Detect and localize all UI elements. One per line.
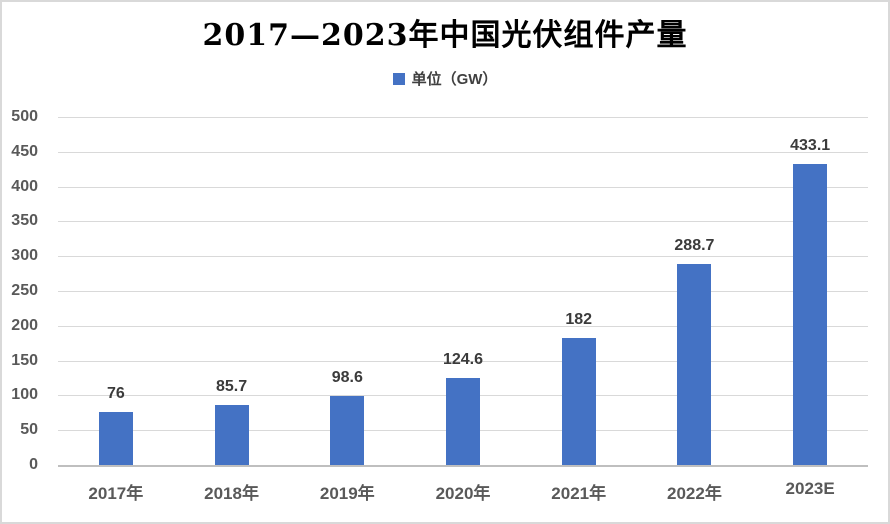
bar-value-label: 85.7 (215, 378, 248, 396)
y-tick-label: 400 (11, 177, 38, 195)
plot-area: 0 50 100 150 200 250 300 350 400 450 500 76 2017年 85.… (11, 108, 868, 503)
gridline (58, 117, 868, 118)
bar-value-label: 182 (565, 311, 593, 329)
bar (446, 378, 480, 465)
bar (677, 264, 712, 465)
x-tick-label: 2020年 (435, 484, 491, 503)
legend-label: 单位（GW） (411, 71, 498, 88)
x-tick-label: 2022年 (667, 484, 722, 503)
x-tick-label: 2021年 (551, 484, 607, 503)
y-tick-label: 300 (11, 247, 38, 265)
chart-title: 2017—2023年中国光伏组件产量 (202, 18, 688, 53)
legend: 单位（GW） (2, 68, 888, 89)
y-tick-label: 450 (11, 142, 38, 160)
y-tick-label: 150 (11, 351, 38, 369)
bar (330, 396, 365, 465)
gridline (58, 325, 868, 327)
bar-value-label: 124.6 (442, 351, 484, 369)
y-tick-label: 250 (11, 282, 38, 299)
gridline (58, 221, 868, 223)
y-tick-label: 200 (11, 316, 38, 334)
bar-value-label: 76 (106, 385, 125, 403)
bar-value-label: 288.7 (674, 237, 715, 255)
bar-value-label: 98.6 (331, 369, 363, 387)
x-tick-label: 2019年 (319, 484, 375, 503)
gridline (58, 291, 868, 292)
x-axis-line (58, 465, 868, 467)
x-tick-label: 2017年 (88, 484, 144, 503)
y-tick-label: 100 (11, 386, 38, 404)
gridline (58, 186, 868, 188)
legend-swatch-icon (392, 72, 405, 85)
y-tick-label: 50 (20, 421, 38, 439)
bar (98, 412, 133, 465)
gridline (58, 151, 868, 153)
x-tick-label: 2018年 (204, 484, 259, 503)
bar-value-label: 433.1 (790, 136, 831, 154)
y-tick-label: 350 (11, 212, 38, 230)
bar (214, 405, 249, 465)
y-tick-label: 0 (29, 456, 38, 473)
y-tick-label: 500 (11, 108, 38, 125)
gridline (58, 360, 868, 362)
gridline (58, 256, 868, 258)
bar (793, 163, 828, 465)
x-tick-label: 2023E (785, 479, 835, 498)
bar (561, 338, 596, 465)
